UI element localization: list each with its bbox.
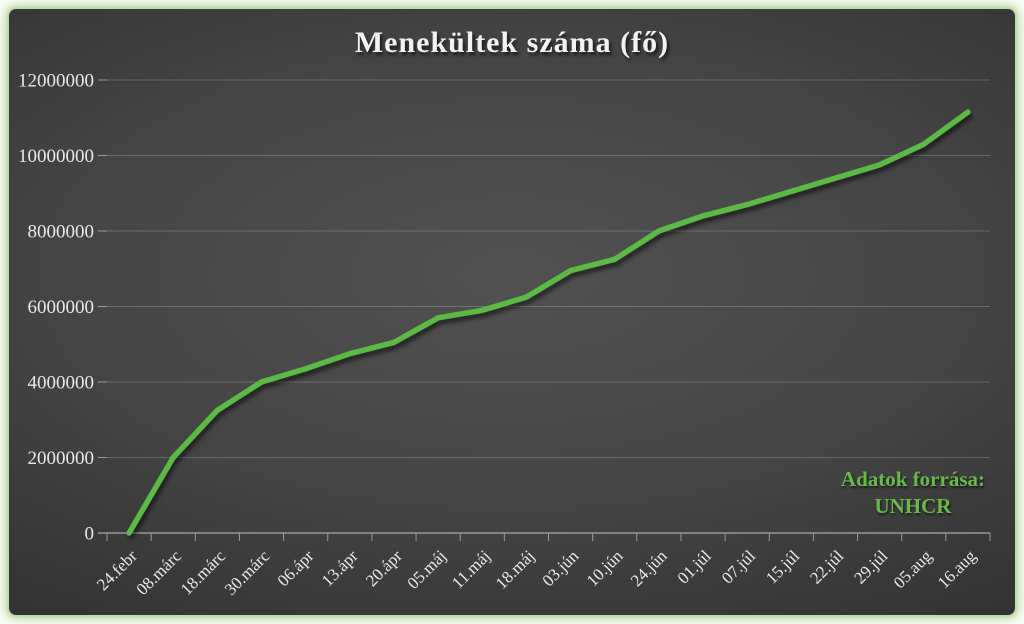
source-note: Adatok forrása: UNHCR [841,466,985,520]
x-axis-tick-label: 24.jún [627,546,671,590]
x-axis-tick-label: 01.júl [674,546,715,587]
line-chart: 0 2000000 4000000 6000000 8000000 10000000 120… [18,71,991,599]
y-axis-tick-label: 6000000 [28,297,95,318]
y-axis-tick-label: 4000000 [28,373,95,394]
y-axis-tick-label: 2000000 [28,448,95,469]
x-axis-tick-label: 29.júl [850,546,891,587]
x-axis-tick-label: 03.jún [539,546,583,590]
x-axis-tick-label: 05.aug [890,546,936,592]
x-axis-tick-label: 18.márc [177,546,230,599]
y-axis-tick-label: 10000000 [18,146,94,167]
x-axis-tick-label: 22.júl [806,546,847,587]
slide-frame: Menekültek száma (fő) 0 2000000 4000000 600… [9,9,1015,615]
x-axis-tick-label: 11.máj [448,546,494,592]
y-axis-tick-label: 0 [85,524,95,545]
y-axis-tick-label: 12000000 [18,71,94,92]
y-axis-tick-label: 8000000 [28,222,95,243]
x-axis-tick-label: 13.ápr [318,546,362,590]
source-note-label: Adatok forrása: [840,467,985,491]
x-axis-tick-label: 10.jún [583,546,627,590]
x-axis-tick-label: 06.ápr [274,546,318,590]
x-axis-tick-label: 15.júl [762,546,803,587]
x-axis-tick-label: 05.máj [403,546,449,592]
x-axis-tick-label: 20.ápr [362,546,406,590]
refugees-series-line [126,109,971,536]
x-axis-tick-label: 18.máj [492,546,538,592]
source-note-org: UNHCR [874,493,952,518]
x-axis-tick-label: 08.márc [133,546,186,599]
x-axis-tick-label: 30.márc [221,546,274,599]
x-axis-tick-label: 16.aug [934,546,980,592]
x-axis-tick-label: 07.júl [718,546,759,587]
chart-title: Menekültek száma (fő) [354,26,670,59]
